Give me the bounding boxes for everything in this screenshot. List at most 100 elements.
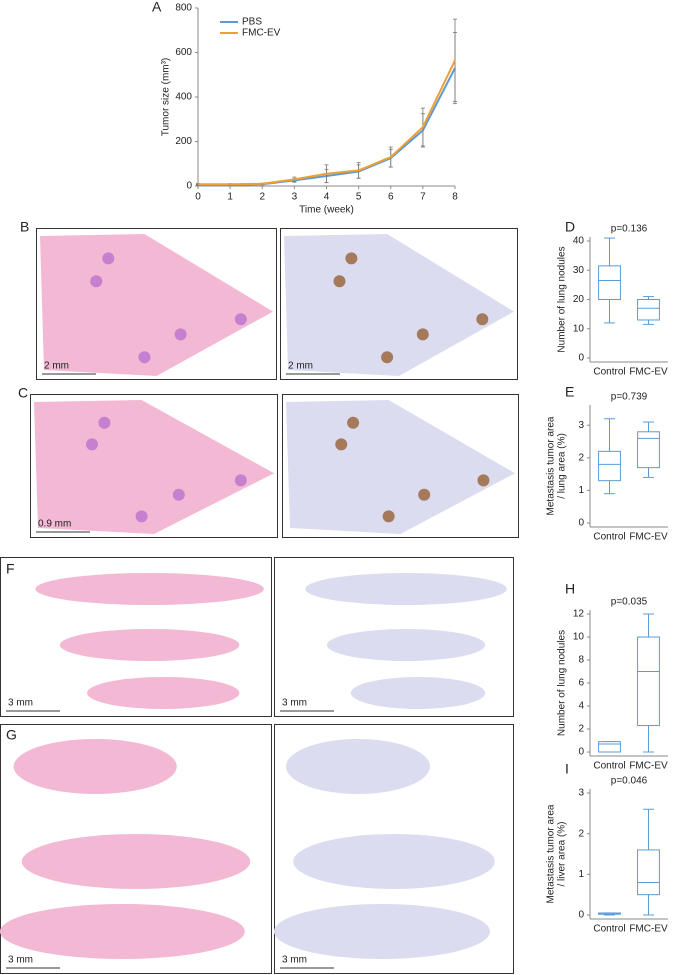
p-value: p=0.739 [611, 392, 648, 403]
y-tick-label: 10 [573, 323, 585, 334]
y-axis-label: Number of lung nodules [557, 246, 568, 352]
lesion [138, 351, 151, 364]
x-tick-label: 5 [356, 192, 362, 203]
y-tick-label: 600 [175, 47, 192, 58]
lesion [333, 275, 346, 288]
box [598, 450, 621, 482]
lesion [90, 275, 103, 288]
tissue-section [286, 739, 430, 794]
lesion [418, 488, 431, 501]
tissue-section [35, 573, 264, 605]
panel-label: H [565, 581, 575, 597]
tissue-section [34, 400, 274, 534]
x-tick-label: FMC-EV [629, 532, 668, 543]
y-tick-label: 0 [578, 353, 584, 364]
y-axis-label: Number of lung nodules [557, 630, 568, 736]
lesion [86, 438, 98, 451]
y-tick-label: 6 [578, 678, 584, 689]
scale-bar-label: 3 mm [282, 955, 307, 966]
y-axis-label: / lung area (%) [557, 433, 568, 499]
box [637, 431, 660, 469]
tissue-section [326, 629, 486, 661]
lesion [335, 438, 348, 451]
panel-label: A [152, 0, 162, 15]
y-tick-label: 400 [175, 92, 192, 103]
scale-bar-label: 2 mm [44, 361, 69, 372]
y-tick-label: 0 [578, 747, 584, 758]
lesion [382, 510, 395, 523]
y-tick-label: 20 [573, 294, 585, 305]
y-tick-label: 200 [175, 136, 192, 147]
x-tick-label: 1 [227, 192, 233, 203]
lesion [345, 252, 358, 265]
lesion [234, 474, 247, 487]
lesion [477, 474, 490, 487]
lesion [98, 416, 111, 429]
y-tick-label: 12 [573, 609, 585, 620]
y-tick-label: 8 [578, 655, 584, 666]
panel-label: D [565, 219, 575, 235]
box [598, 265, 621, 300]
legend-label: FMC-EV [242, 28, 281, 39]
lesion [347, 416, 360, 429]
tissue-section [284, 234, 514, 376]
y-tick-label: 1 [578, 485, 584, 496]
y-tick-label: 2 [578, 828, 584, 839]
x-axis-label: Time (week) [299, 205, 354, 216]
y-tick-label: 3 [578, 788, 584, 799]
lesion [381, 351, 394, 364]
y-tick-label: 1 [578, 869, 584, 880]
tissue-section [274, 904, 490, 959]
panel-label: G [6, 727, 17, 743]
x-tick-label: 8 [452, 192, 458, 203]
lesion [476, 313, 489, 326]
y-tick-label: 800 [175, 3, 192, 14]
x-tick-label: 3 [292, 192, 298, 203]
p-value: p=0.136 [611, 224, 648, 235]
x-tick-label: Control [593, 367, 625, 378]
x-tick-label: FMC-EV [629, 367, 668, 378]
y-tick-label: 0 [186, 181, 192, 192]
scale-bar-label: 3 mm [282, 698, 307, 709]
x-tick-label: 7 [420, 192, 426, 203]
lesion [172, 488, 185, 501]
panel-label: F [6, 561, 15, 577]
y-tick-label: 0 [578, 910, 584, 921]
y-tick-label: 0 [578, 518, 584, 529]
legend-label: PBS [242, 17, 262, 28]
lesion [135, 510, 148, 523]
scale-bar-label: 0.9 mm [38, 519, 71, 530]
panel-label: I [565, 761, 569, 777]
lesion [174, 328, 187, 341]
lesion [416, 328, 429, 341]
tissue-section [0, 904, 245, 959]
panel-label: E [565, 384, 574, 400]
box [637, 299, 660, 321]
tissue-section [21, 834, 251, 889]
panel-label: B [20, 219, 29, 235]
x-tick-label: Control [593, 532, 625, 543]
x-tick-label: 6 [388, 192, 394, 203]
x-tick-label: 4 [324, 192, 330, 203]
tissue-section [305, 573, 507, 605]
series-line [198, 59, 456, 186]
p-value: p=0.046 [611, 776, 648, 787]
tissue-section [286, 400, 515, 534]
x-tick-label: Control [593, 924, 625, 935]
box [637, 636, 660, 727]
tissue-section [40, 234, 273, 376]
y-tick-label: 10 [573, 632, 585, 643]
y-tick-label: 30 [573, 265, 585, 276]
lesion [102, 252, 115, 265]
scale-bar-label: 2 mm [288, 361, 313, 372]
tissue-section [350, 677, 486, 709]
x-tick-label: FMC-EV [629, 761, 668, 772]
y-tick-label: 2 [578, 452, 584, 463]
scale-bar-label: 3 mm [8, 955, 33, 966]
lesion [234, 313, 247, 326]
tissue-section [293, 834, 495, 889]
x-tick-label: 2 [259, 192, 265, 203]
tissue-section [59, 629, 240, 661]
box [637, 849, 660, 896]
